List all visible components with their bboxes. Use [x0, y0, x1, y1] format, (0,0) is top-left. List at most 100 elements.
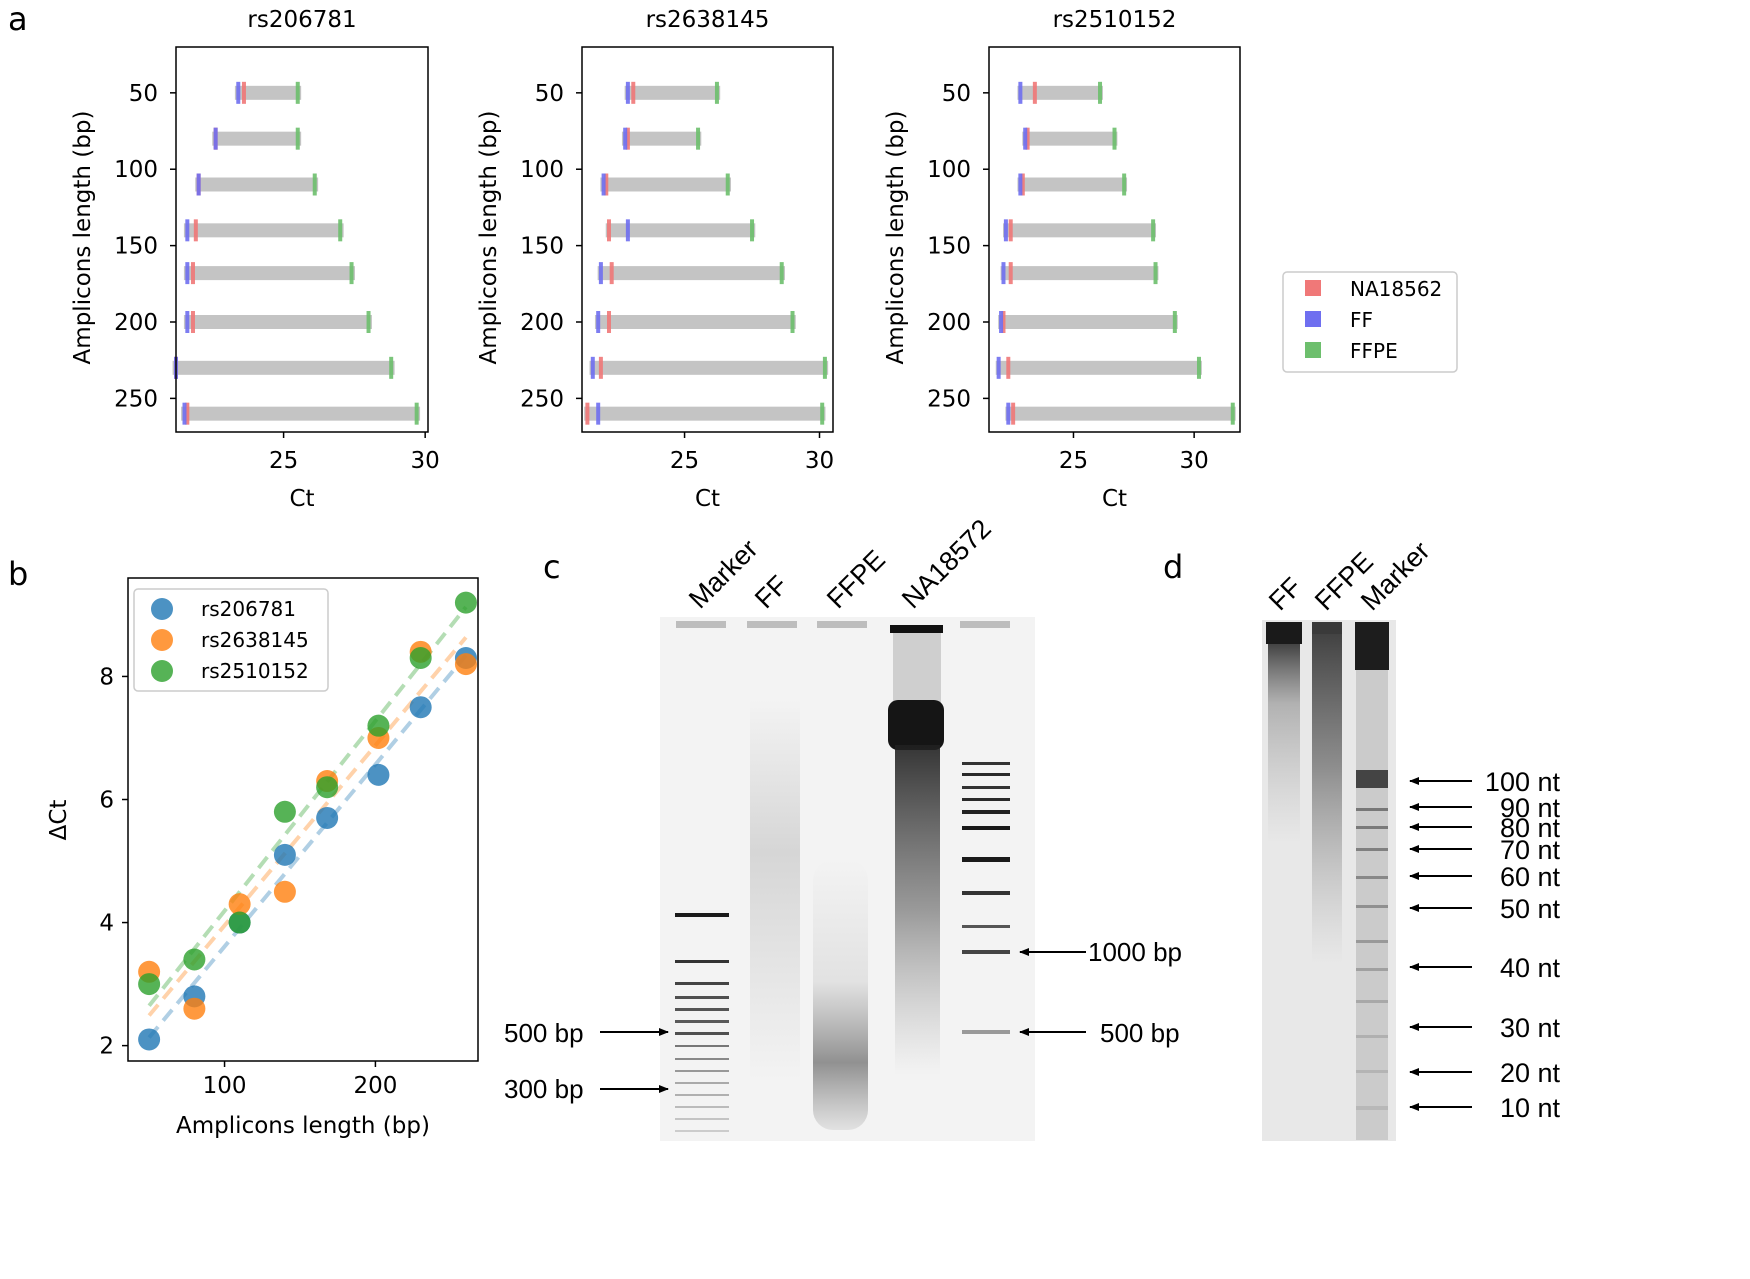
legend-swatch-ff: [1305, 311, 1321, 327]
ct-mark-ff: [1023, 127, 1028, 150]
legend-label-rs2510152: rs2510152: [201, 659, 309, 683]
ladder-band: [675, 1058, 729, 1060]
ct-range-bar: [195, 177, 319, 192]
ct-mark-ff: [601, 173, 606, 196]
ct-range-bar: [995, 360, 1202, 375]
y-tick-label: 100: [927, 157, 971, 183]
ct-mark-ff: [996, 356, 1001, 379]
y-tick-label: 250: [520, 386, 564, 412]
gel-c-right-label-1000: 1000 bp: [1088, 937, 1182, 967]
x-tick-label: 30: [411, 448, 440, 474]
size-label: 50 nt: [1500, 894, 1561, 924]
ladder-band: [962, 950, 1010, 954]
ct-mark-na18562: [1020, 173, 1025, 196]
ladder-band: [962, 798, 1010, 801]
ct-mark-ff: [185, 219, 190, 242]
ct-range-bar: [594, 315, 796, 329]
size-label: 70 nt: [1500, 835, 1561, 865]
gel-c-na-band-top: [890, 625, 943, 633]
gel-c-lane-label-marker: Marker: [683, 534, 764, 615]
ladder-band: [1356, 770, 1388, 788]
ct-mark-na18562: [1001, 311, 1006, 333]
panel-b-chart: 2 4 6 8 100 200 Amplicons length (bp) ΔCt: [46, 577, 479, 1139]
y-tick-label: 150: [927, 234, 971, 260]
ct-mark-na18562: [625, 127, 630, 150]
ct-range-bar: [624, 85, 721, 100]
ct-mark-ff: [182, 402, 187, 425]
gel-d-marker-ladder: [1356, 770, 1388, 1110]
ct-range-bar: [183, 315, 372, 329]
ladder-band: [1356, 826, 1388, 829]
x-axis-label: Amplicons length (bp): [176, 1113, 430, 1139]
ct-range-bar: [597, 266, 785, 281]
ct-mark-ffpe: [295, 81, 300, 104]
ct-mark-ffpe: [1098, 81, 1103, 104]
x-tick-label: 25: [1059, 448, 1088, 474]
ct-mark-ffpe: [1230, 402, 1235, 425]
ladder-band: [675, 960, 729, 963]
gel-c-na-main-band: [888, 700, 944, 750]
ct-range-bar: [1005, 406, 1236, 421]
ct-mark-ff: [1001, 262, 1006, 285]
ct-range-bar: [605, 223, 756, 238]
ct-mark-ff: [185, 311, 190, 333]
ct-mark-ffpe: [338, 219, 343, 242]
legend-marker-rs206781: [151, 598, 173, 620]
size-label: 10 nt: [1500, 1093, 1561, 1123]
ladder-band: [675, 1070, 729, 1072]
ct-mark-ffpe: [1172, 311, 1177, 333]
point-rs2638145: [454, 653, 477, 676]
point-rs2510152: [183, 948, 206, 971]
ct-mark-ff: [1018, 81, 1023, 104]
legend-label-rs206781: rs206781: [201, 597, 296, 621]
ct-mark-ffpe: [1112, 127, 1117, 150]
ct-mark-ffpe: [366, 311, 371, 333]
y-tick-label: 150: [520, 234, 564, 260]
legend-box-b: [133, 588, 329, 692]
ladder-band: [1356, 876, 1388, 879]
y-tick-label: 250: [927, 386, 971, 412]
ct-mark-na18562: [185, 402, 190, 425]
ct-mark-ffpe: [696, 127, 701, 150]
ladder-band: [675, 982, 729, 985]
y-tick-label: 2: [99, 1034, 114, 1060]
ladder-band: [962, 810, 1010, 814]
panel-label-a: a: [8, 0, 28, 38]
y-axis-label: Amplicons length (bp): [70, 111, 96, 365]
y-tick-label: 100: [114, 157, 158, 183]
y-tick-label: 200: [927, 310, 971, 336]
point-rs2510152: [367, 714, 390, 737]
ct-mark-na18562: [1032, 81, 1037, 104]
gel-d-marker-top: [1355, 622, 1389, 670]
ct-range-bar: [181, 406, 421, 421]
ladder-band: [962, 786, 1010, 789]
legend-label-ff: FF: [1350, 308, 1373, 332]
gel-d-ffpe-smear: [1312, 634, 1342, 964]
y-tick-label: 4: [99, 911, 114, 937]
ladder-band: [962, 1030, 1010, 1034]
ct-mark-ffpe: [750, 219, 755, 242]
ct-mark-na18562: [190, 262, 195, 285]
point-rs2638145: [183, 997, 206, 1020]
ladder-band: [1356, 1070, 1388, 1073]
point-rs2510152: [454, 591, 477, 614]
ct-mark-na18562: [190, 311, 195, 333]
ct-mark-na18562: [1008, 262, 1013, 285]
gel-c-well: [676, 621, 726, 628]
point-rs2638145: [228, 893, 251, 916]
y-axis-label: Amplicons length (bp): [476, 111, 502, 365]
gel-d-ffpe-band: [1312, 622, 1342, 634]
ct-mark-ff: [1006, 402, 1011, 425]
ct-range-bar: [998, 315, 1178, 329]
x-tick-label: 200: [353, 1073, 397, 1099]
gel-c-right-label-500: 500 bp: [1100, 1018, 1180, 1048]
size-label: 30 nt: [1500, 1013, 1561, 1043]
ct-mark-ff: [596, 311, 601, 333]
ct-mark-ff: [236, 81, 241, 104]
panel-c-gel: Marker FF FFPE NA18572 500 bp 300 bp 100…: [504, 513, 1182, 1141]
size-label: 20 nt: [1500, 1058, 1561, 1088]
ct-mark-ffpe: [1196, 356, 1201, 379]
ladder-band: [1356, 940, 1388, 943]
ct-mark-ff: [185, 262, 190, 285]
